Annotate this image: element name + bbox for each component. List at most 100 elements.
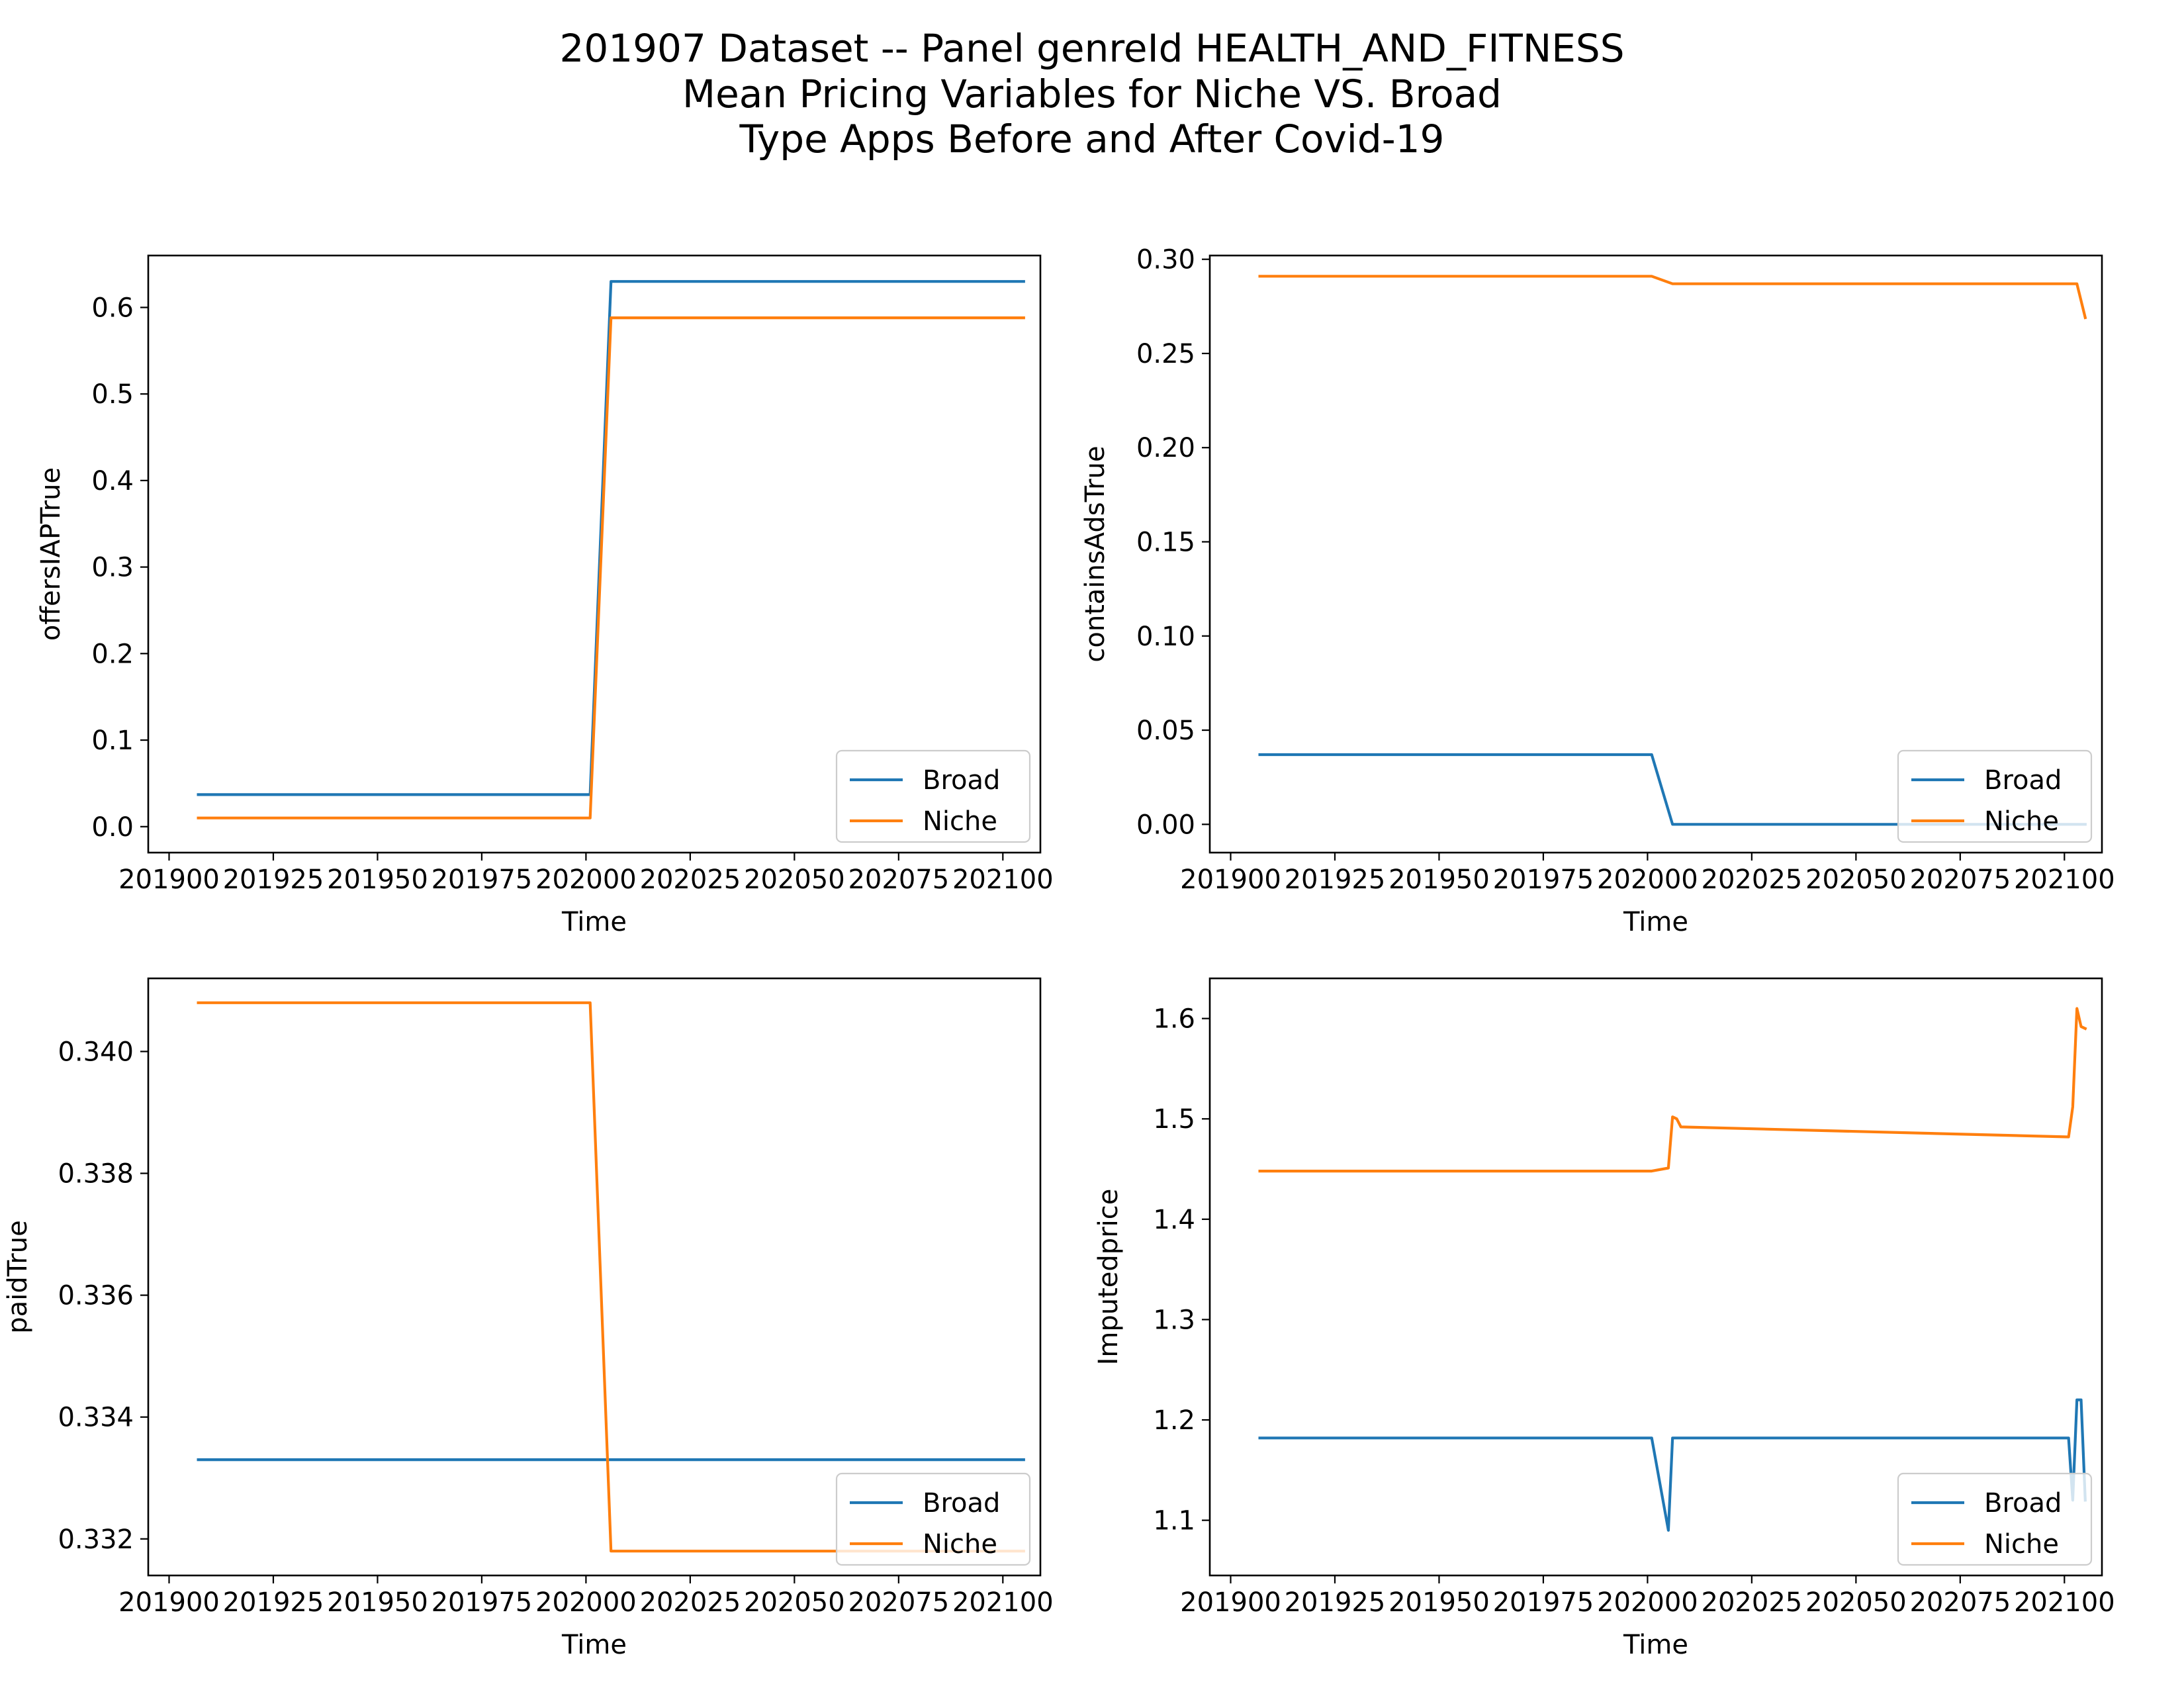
axes-frame <box>1208 254 2103 854</box>
legend-label-broad: Broad <box>923 765 1000 796</box>
legend-label-broad: Broad <box>1984 1488 2062 1519</box>
y-tick-label: 0.332 <box>58 1524 134 1555</box>
x-tick-label: 202025 <box>640 865 741 895</box>
subplot-containsadstrue: 201900 201925 201950 201975 202000 202025 2020… <box>1080 245 2115 937</box>
series-line-niche <box>197 316 1025 820</box>
x-tick-label: 202025 <box>1702 1587 1803 1618</box>
x-tick-label: 202075 <box>848 1587 949 1618</box>
y-tick-label: 0.6 <box>91 293 134 323</box>
y-tick-label: 0.05 <box>1136 716 1195 746</box>
y-axis-label: Imputedprice <box>1093 1189 1124 1366</box>
series-line-broad <box>197 280 1025 796</box>
y-axis-label: containsAdsTrue <box>1080 445 1111 662</box>
y-tick-label: 0.00 <box>1136 810 1195 840</box>
y-tick-label: 1.3 <box>1153 1305 1195 1335</box>
y-tick-label: 1.6 <box>1153 1004 1195 1035</box>
legend-frame <box>835 1472 1031 1566</box>
x-tick-label: 202000 <box>535 865 637 895</box>
y-tick-label: 0.5 <box>91 379 134 410</box>
series-line-niche <box>197 1001 1025 1553</box>
y-tick-label: 1.4 <box>1153 1205 1195 1235</box>
x-tick-label: 202050 <box>1805 865 1907 895</box>
x-tick-label: 201950 <box>1388 865 1490 895</box>
axes-frame <box>1208 977 2103 1577</box>
figure-title-line-3: Type Apps Before and After Covid-19 <box>739 117 1445 162</box>
y-tick-label: 0.338 <box>58 1159 134 1190</box>
x-tick-label: 201900 <box>118 865 220 895</box>
subplot-paidtrue: 201900 201925 201950 201975 202000 202025 2020… <box>3 977 1054 1660</box>
y-tick-label: 0.2 <box>91 639 134 669</box>
legend-frame <box>1897 749 2093 843</box>
figure-title: 201907 Dataset -- Panel genreId HEALTH_A… <box>559 26 1624 162</box>
y-tick-label: 0.340 <box>58 1037 134 1067</box>
x-axis-label: Time <box>561 1630 627 1660</box>
y-tick-label: 0.10 <box>1136 622 1195 652</box>
y-axis-label: offersIAPTrue <box>36 467 66 641</box>
y-tick-label: 0.30 <box>1136 245 1195 275</box>
legend-label-broad: Broad <box>1984 765 2062 796</box>
x-tick-label: 201950 <box>327 865 428 895</box>
y-tick-label: 0.15 <box>1136 528 1195 558</box>
y-tick-label: 0.1 <box>91 726 134 756</box>
x-tick-label: 202100 <box>952 1587 1054 1618</box>
x-tick-label: 202025 <box>1702 865 1803 895</box>
legend: Broad Niche <box>835 1472 1031 1566</box>
x-tick-label: 202075 <box>848 865 949 895</box>
legend-frame <box>835 749 1031 843</box>
legend-frame <box>1897 1472 2093 1566</box>
y-tick-label: 0.334 <box>58 1403 134 1433</box>
x-tick-label: 202100 <box>952 865 1054 895</box>
series-line-broad <box>1258 753 2087 826</box>
x-tick-label: 202100 <box>2014 865 2115 895</box>
y-tick-label: 0.3 <box>91 553 134 583</box>
series-line-broad <box>1258 1398 2087 1532</box>
figure-title-line-2: Mean Pricing Variables for Niche VS. Bro… <box>682 71 1502 117</box>
y-tick-label: 0.25 <box>1136 339 1195 369</box>
x-tick-label: 202075 <box>1909 865 2011 895</box>
legend: Broad Niche <box>1897 749 2093 843</box>
subplot-imputedprice: 201900 201925 201950 201975 202000 202025 2020… <box>1093 977 2115 1660</box>
x-axis-label: Time <box>1623 1630 1688 1660</box>
legend-label-niche: Niche <box>1984 1529 2059 1560</box>
legend-label-broad: Broad <box>923 1488 1000 1519</box>
axes-frame <box>147 254 1042 854</box>
x-tick-label: 201900 <box>118 1587 220 1618</box>
x-tick-label: 201900 <box>1180 865 1281 895</box>
x-tick-label: 202050 <box>744 1587 845 1618</box>
legend-label-niche: Niche <box>923 806 997 837</box>
x-tick-label: 202000 <box>535 1587 637 1618</box>
y-tick-label: 1.1 <box>1153 1506 1195 1536</box>
x-tick-label: 201925 <box>223 1587 324 1618</box>
x-tick-label: 202025 <box>640 1587 741 1618</box>
x-tick-label: 201950 <box>327 1587 428 1618</box>
x-tick-label: 201975 <box>432 1587 533 1618</box>
x-tick-label: 201925 <box>223 865 324 895</box>
y-tick-label: 0.4 <box>91 466 134 496</box>
x-tick-label: 202000 <box>1597 865 1698 895</box>
x-tick-label: 202100 <box>2014 1587 2115 1618</box>
series-line-niche <box>1258 1007 2087 1173</box>
x-tick-label: 202075 <box>1909 1587 2011 1618</box>
x-tick-label: 202050 <box>1805 1587 1907 1618</box>
x-tick-label: 201925 <box>1285 1587 1386 1618</box>
axes-frame <box>147 977 1042 1577</box>
x-axis-label: Time <box>1623 907 1688 937</box>
y-tick-label: 0.20 <box>1136 433 1195 463</box>
figure-title-line-1: 201907 Dataset -- Panel genreId HEALTH_A… <box>559 26 1624 71</box>
x-tick-label: 201925 <box>1285 865 1386 895</box>
legend-label-niche: Niche <box>1984 806 2059 837</box>
y-axis-label: paidTrue <box>3 1220 33 1333</box>
y-tick-label: 1.2 <box>1153 1405 1195 1436</box>
y-tick-label: 1.5 <box>1153 1104 1195 1135</box>
y-tick-label: 0.336 <box>58 1281 134 1311</box>
x-axis-label: Time <box>561 907 627 937</box>
x-tick-label: 202050 <box>744 865 845 895</box>
legend-label-niche: Niche <box>923 1529 997 1560</box>
subplot-offersiaptrue: 201900 201925 201950 201975 202000 202025 2020… <box>36 254 1054 937</box>
x-tick-label: 201975 <box>1493 865 1594 895</box>
x-tick-label: 201950 <box>1388 1587 1490 1618</box>
y-tick-label: 0.0 <box>91 812 134 843</box>
x-tick-label: 201900 <box>1180 1587 1281 1618</box>
x-tick-label: 201975 <box>432 865 533 895</box>
